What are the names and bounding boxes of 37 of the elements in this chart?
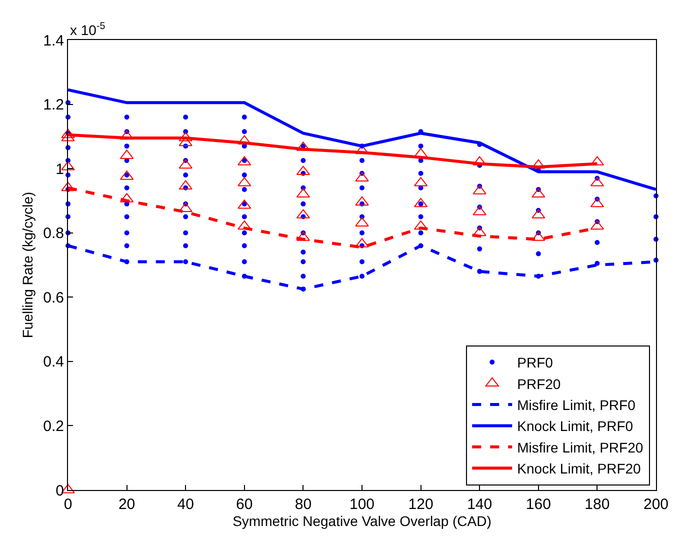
legend-label: Misfire Limit, PRF0 — [517, 396, 636, 413]
x-tick-label: 100 — [349, 496, 375, 513]
x-tick-label: 160 — [526, 496, 551, 513]
point — [61, 128, 75, 138]
x-tick-label: 20 — [118, 496, 136, 513]
y-tick-label: 0 — [56, 482, 64, 500]
x-tick-label: 80 — [294, 496, 312, 513]
y-tick-label: 1 — [56, 160, 64, 178]
point — [61, 182, 75, 192]
legend-label: PRF20 — [517, 376, 561, 392]
x-tick-label: 200 — [643, 496, 669, 513]
y-tick-label: 1.2 — [43, 96, 64, 114]
y-tick-label: 0.4 — [43, 354, 64, 371]
line-series — [68, 88, 656, 191]
y-tick-label: 0.8 — [43, 225, 64, 242]
point — [472, 206, 486, 216]
x-tick-label: 120 — [408, 496, 434, 513]
legend-label: PRF0 — [517, 354, 554, 371]
x-tick-label: 60 — [236, 496, 253, 513]
point — [178, 159, 192, 169]
y-tick-label: 0.2 — [43, 418, 64, 435]
point — [472, 226, 486, 236]
legend-label: Knock Limit, PRF20 — [517, 460, 642, 477]
point — [238, 220, 252, 230]
y-tick-label: 0.6 — [43, 289, 64, 306]
text: x 10$^{-5}$ — [70, 21, 106, 38]
legend-label: Misfire Limit, PRF20 — [517, 439, 644, 456]
x-tick-label: 180 — [584, 496, 610, 513]
point — [532, 188, 546, 198]
legend-label: Knock Limit, PRF0 — [517, 418, 634, 434]
point — [355, 196, 369, 206]
point — [532, 159, 546, 169]
x-tick-label: 140 — [467, 496, 492, 513]
y-axis-title: Fuelling Rate (kg/cycle) — [20, 192, 36, 338]
x-axis-title: Symmetric Negative Valve Overlap (CAD) — [232, 513, 492, 529]
x-tick-label: 40 — [177, 496, 194, 513]
y-tick-label: 1.4 — [43, 32, 64, 50]
